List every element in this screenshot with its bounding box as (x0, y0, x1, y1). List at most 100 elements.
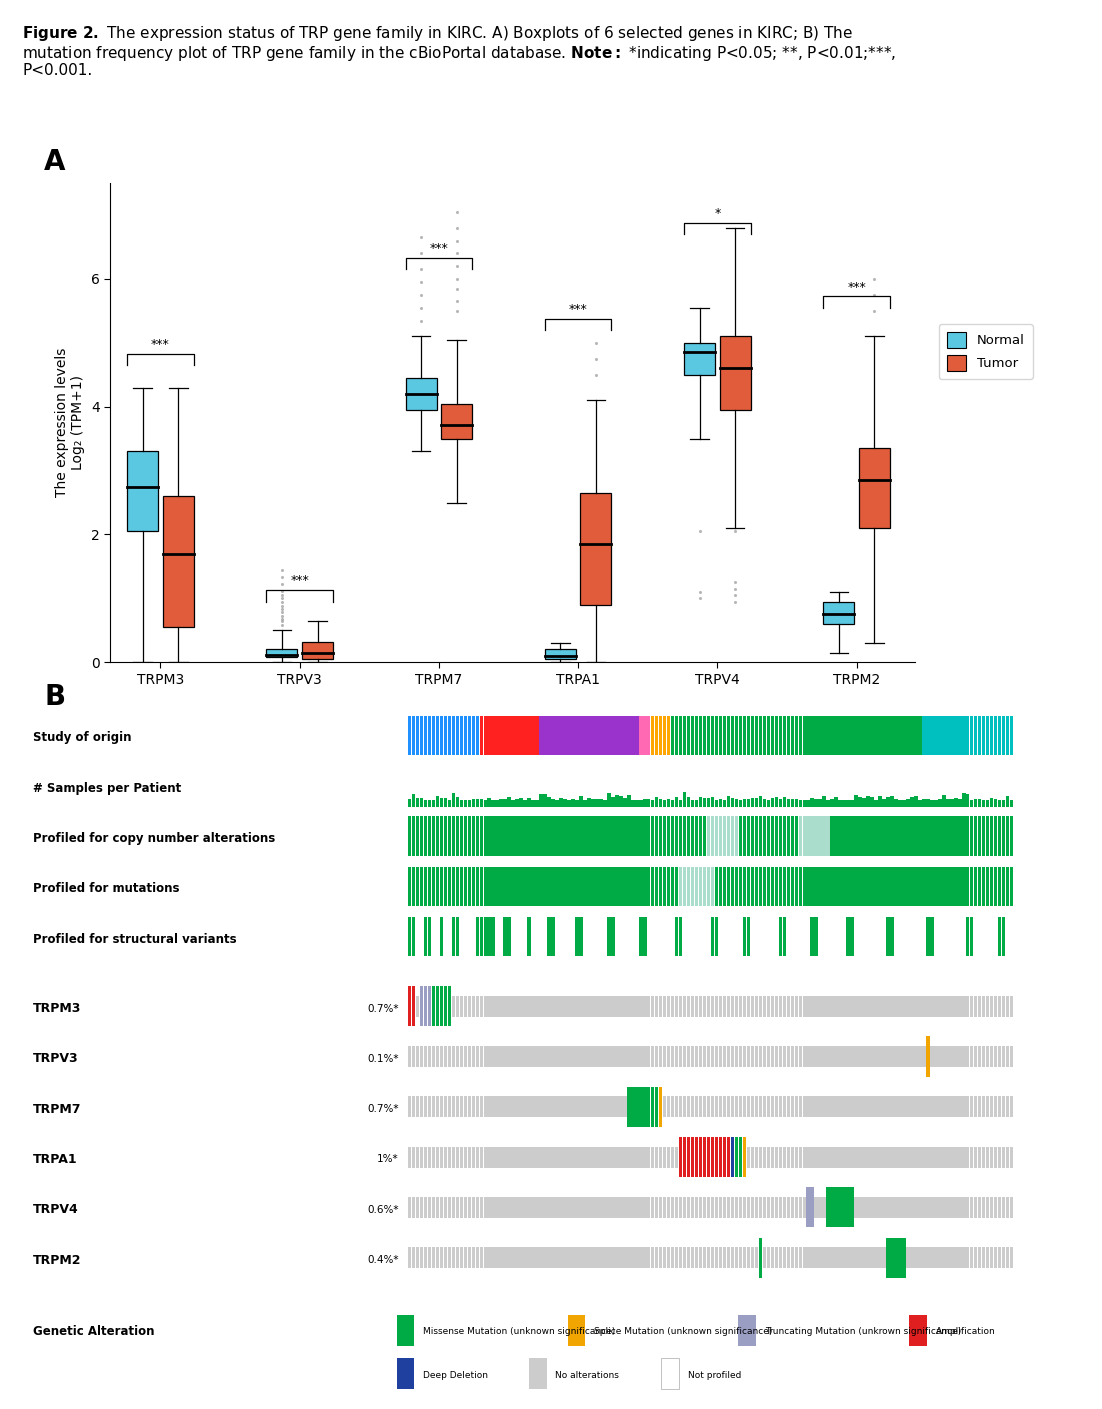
Bar (715, 1045, 719, 1067)
Bar (560, 1247, 563, 1268)
Bar (683, 867, 687, 906)
Bar (412, 716, 415, 755)
Bar (958, 816, 962, 855)
Bar (942, 996, 946, 1017)
Bar (874, 716, 878, 755)
Bar (415, 816, 419, 855)
Bar (977, 816, 982, 855)
Bar (998, 917, 1002, 957)
Bar (591, 1147, 595, 1168)
Bar (528, 1247, 531, 1268)
Bar (910, 996, 914, 1017)
Bar (950, 1096, 953, 1117)
Bar (878, 716, 882, 755)
Bar (420, 867, 423, 906)
Bar (432, 816, 435, 855)
Bar (743, 867, 746, 906)
Bar (890, 1045, 894, 1067)
Bar (846, 1247, 850, 1268)
Bar (706, 716, 711, 755)
Bar (479, 1096, 483, 1117)
Bar (998, 1247, 1002, 1268)
Bar (915, 867, 918, 906)
Bar (603, 1045, 606, 1067)
Bar (447, 986, 451, 1026)
Bar (962, 1045, 965, 1067)
Bar (878, 1096, 882, 1117)
Text: Study of origin: Study of origin (33, 731, 131, 744)
Bar (423, 986, 428, 1026)
Bar (906, 1247, 909, 1268)
Bar (603, 867, 606, 906)
Bar (719, 1247, 722, 1268)
Bar (814, 1045, 818, 1067)
Bar (560, 797, 563, 807)
Bar (842, 816, 846, 855)
Bar (898, 716, 901, 755)
Bar (958, 1147, 962, 1168)
Bar (922, 1247, 926, 1268)
Bar (551, 799, 554, 807)
Bar (802, 800, 806, 807)
Bar (467, 1096, 471, 1117)
Bar (504, 1196, 507, 1217)
Bar (918, 716, 921, 755)
Bar (671, 867, 674, 906)
Bar (890, 867, 894, 906)
Bar (599, 996, 603, 1017)
Bar (571, 1247, 575, 1268)
Bar (507, 816, 511, 855)
Bar (1009, 800, 1014, 807)
Bar (496, 716, 499, 755)
Bar (807, 800, 810, 807)
Bar (516, 1247, 519, 1268)
Bar (779, 1045, 782, 1067)
Bar (684, 342, 715, 375)
Bar (435, 1045, 440, 1067)
Bar (519, 867, 522, 906)
Bar (455, 1045, 460, 1067)
Bar (731, 799, 734, 807)
Bar (787, 799, 790, 807)
Bar (1002, 1147, 1005, 1168)
Bar (464, 1247, 467, 1268)
Bar (834, 797, 838, 807)
Bar (787, 867, 790, 906)
Bar (548, 917, 551, 957)
Bar (487, 799, 491, 807)
Bar (743, 1196, 746, 1217)
Bar (651, 1086, 655, 1127)
Bar (491, 1147, 495, 1168)
Bar (529, 1358, 547, 1389)
Bar (1002, 816, 1005, 855)
Bar (883, 799, 886, 807)
Bar (767, 867, 770, 906)
Bar (667, 799, 670, 807)
Bar (484, 1247, 487, 1268)
Bar (615, 867, 618, 906)
Bar (846, 917, 850, 957)
Bar (428, 1247, 431, 1268)
Text: ***: *** (847, 280, 866, 293)
Bar (612, 1147, 615, 1168)
Bar (802, 716, 806, 755)
Bar (814, 799, 818, 807)
Bar (926, 816, 930, 855)
Bar (990, 816, 993, 855)
Bar (647, 816, 650, 855)
Bar (615, 1247, 618, 1268)
Bar (499, 1147, 503, 1168)
Bar (903, 816, 906, 855)
Bar (679, 816, 682, 855)
Bar (619, 996, 623, 1017)
Bar (862, 867, 866, 906)
Text: ***: *** (569, 303, 587, 316)
Bar (834, 816, 838, 855)
Bar (755, 1147, 758, 1168)
Bar (719, 996, 722, 1017)
Bar (910, 867, 914, 906)
Bar (507, 1045, 511, 1067)
Bar (440, 1247, 443, 1268)
Bar (926, 1037, 930, 1076)
Bar (555, 716, 559, 755)
